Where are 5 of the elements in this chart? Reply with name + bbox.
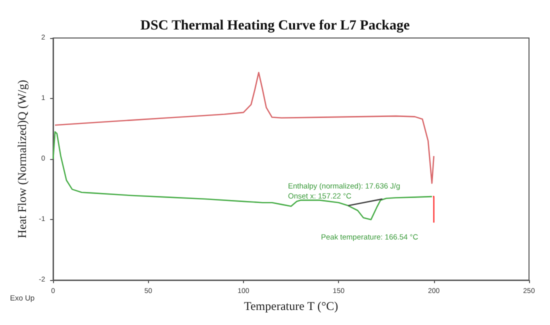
line-series [52, 131, 433, 220]
chart-title: DSC Thermal Heating Curve for L7 Package [140, 18, 410, 34]
line-series [54, 72, 434, 184]
x-axis-title: Temperature T (°C) [244, 299, 338, 313]
y-axis-title: Heat Flow (Normalized)Q (W/g) [15, 80, 29, 238]
